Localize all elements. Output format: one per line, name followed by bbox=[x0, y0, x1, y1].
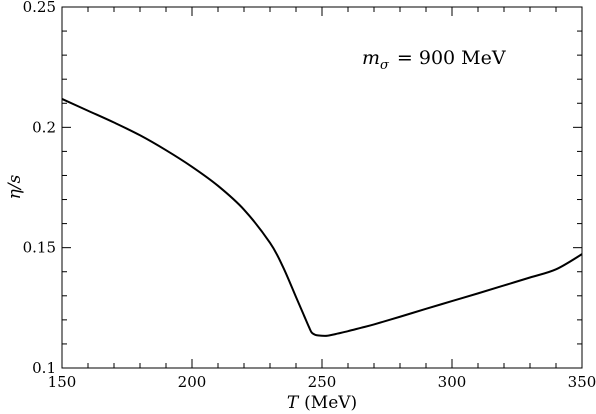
x-axis-label: T (MeV) bbox=[287, 393, 357, 413]
y-tick-label: 0.25 bbox=[23, 0, 56, 16]
y-tick-label: 0.1 bbox=[32, 359, 56, 377]
x-tick-label: 300 bbox=[438, 373, 467, 391]
series-line bbox=[61, 98, 583, 337]
annotation-mass: mσ = 900 MeV bbox=[362, 47, 506, 73]
x-tick-label: 200 bbox=[178, 373, 207, 391]
y-tick-label: 0.2 bbox=[32, 118, 56, 136]
x-tick-label: 150 bbox=[48, 373, 77, 391]
y-tick-label: 0.15 bbox=[23, 239, 56, 257]
tick-marks bbox=[61, 6, 583, 369]
y-axis-label: η/s bbox=[5, 174, 25, 199]
y-tick-labels: 0.1 0.15 0.2 0.25 bbox=[23, 0, 56, 377]
x-tick-label: 350 bbox=[568, 373, 596, 391]
x-tick-label: 250 bbox=[308, 373, 337, 391]
x-tick-labels: 150 200 250 300 350 bbox=[48, 373, 596, 391]
